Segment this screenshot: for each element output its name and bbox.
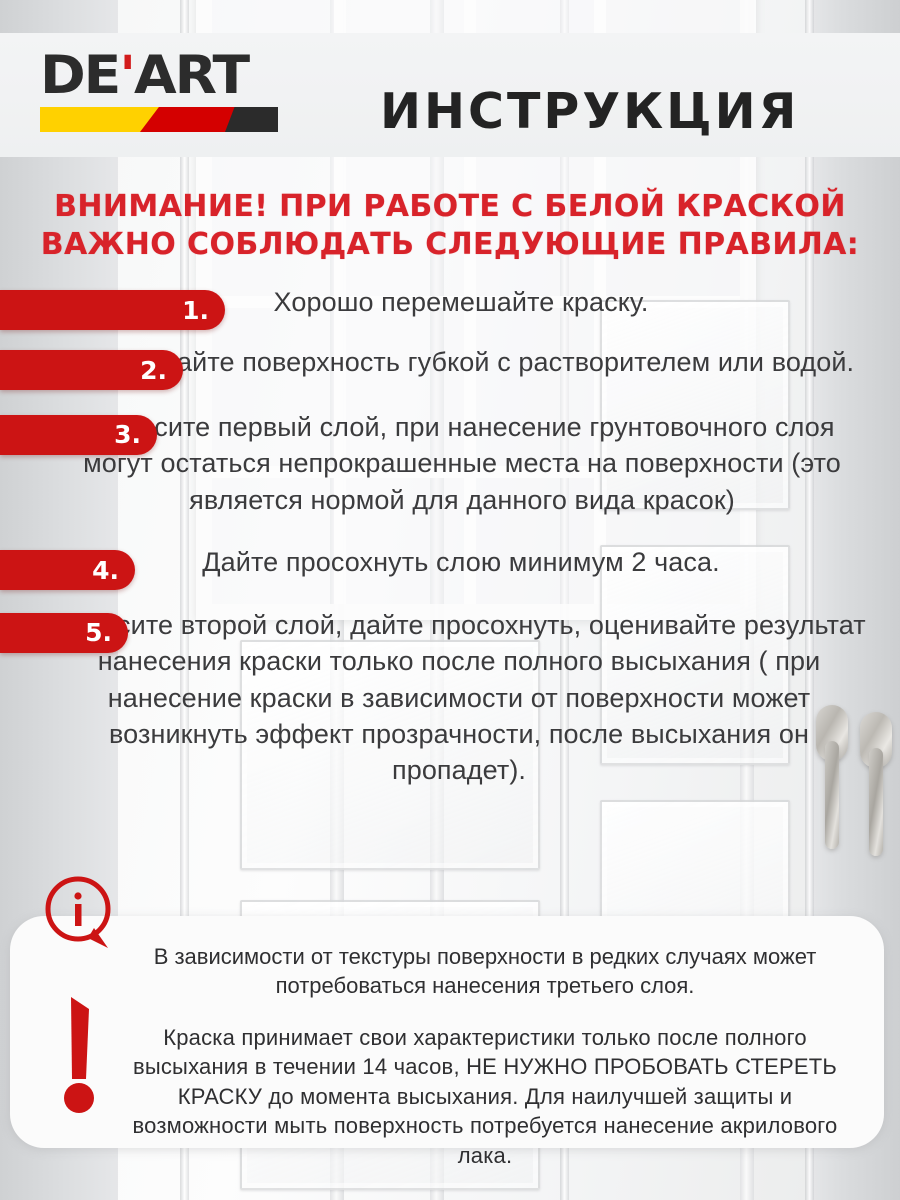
info-icon: i	[44, 876, 116, 954]
steps-list: 1. Хорошо перемешайте краску. 2. Обработ…	[0, 284, 900, 799]
warning-line-2: ВАЖНО СОБЛЮДАТЬ СЛЕДУЮЩИЕ ПРАВИЛА:	[40, 227, 860, 263]
step-number-pill-4: 4.	[0, 550, 135, 591]
handle-lever-2	[869, 748, 883, 856]
logo-text-de: DE	[40, 45, 121, 106]
step-item-1: 1. Хорошо перемешайте краску.	[0, 284, 900, 330]
warning-line-1: ВНИМАНИЕ! ПРИ РАБОТЕ С БЕЛОЙ КРАСКОЙ	[54, 189, 846, 224]
door-handle-front	[812, 705, 852, 855]
step-number-pill-2: 2.	[0, 350, 183, 391]
door-mullion-1	[180, 0, 189, 1200]
step-item-2: 2. Обработайте поверхность губкой с раст…	[0, 344, 900, 391]
door-panel-4	[600, 545, 790, 765]
step-text-2: Обработайте поверхность губкой с раствор…	[67, 347, 855, 378]
notice-paragraph-1: В зависимости от текстуры поверхности в …	[153, 944, 817, 999]
step-item-3: 3. Нанесите первый слой, при нанесение г…	[0, 409, 900, 518]
step-number-pill-5: 5.	[0, 612, 128, 653]
step-number-3: 3.	[114, 420, 141, 450]
step-number-5: 5.	[85, 618, 112, 648]
logo-flag-bar	[40, 107, 278, 132]
warning-heading: ВНИМАНИЕ! ПРИ РАБОТЕ С БЕЛОЙ КРАСКОЙ ВАЖ…	[0, 188, 900, 265]
step-text-4: Дайте просохнуть слою минимум 2 часа.	[202, 547, 720, 578]
step-text-3: Нанесите первый слой, при нанесение грун…	[83, 411, 841, 515]
step-number-1: 1.	[182, 295, 209, 325]
door-panel-1	[240, 640, 540, 870]
flag-stripe-dark	[225, 107, 278, 132]
step-item-4: 4. Дайте просохнуть слою минимум 2 часа.	[0, 544, 900, 591]
logo-text-art: ART	[134, 45, 250, 106]
step-text-1: Хорошо перемешайте краску.	[273, 287, 649, 317]
brand-logo: DE'ART	[40, 49, 278, 132]
step-item-5: 5. Нанесите второй слой, дайте просохнут…	[0, 607, 900, 789]
step-number-pill-3: 3.	[0, 414, 157, 455]
header-band: DE'ART ИНСТРУКЦИЯ	[0, 33, 900, 157]
logo-wordmark: DE'ART	[40, 49, 288, 102]
step-number-pill-1: 1.	[0, 290, 225, 330]
door-handle-back	[856, 712, 896, 862]
notice-paragraph-2: Краска принимает свои характеристики тол…	[132, 1024, 838, 1168]
page-title: ИНСТРУКЦИЯ	[380, 83, 800, 140]
door-panel-3	[600, 300, 790, 510]
step-number-4: 4.	[92, 555, 119, 585]
logo-apostrophe: '	[119, 45, 136, 106]
exclamation-icon	[55, 995, 103, 1113]
step-text-5: Нанесите второй слой, дайте просохнуть, …	[52, 609, 866, 786]
handle-lever	[825, 741, 839, 849]
step-number-2: 2.	[140, 355, 167, 385]
notice-panel: В зависимости от текстуры поверхности в …	[10, 916, 884, 1168]
door-mullion-3	[805, 0, 814, 1200]
